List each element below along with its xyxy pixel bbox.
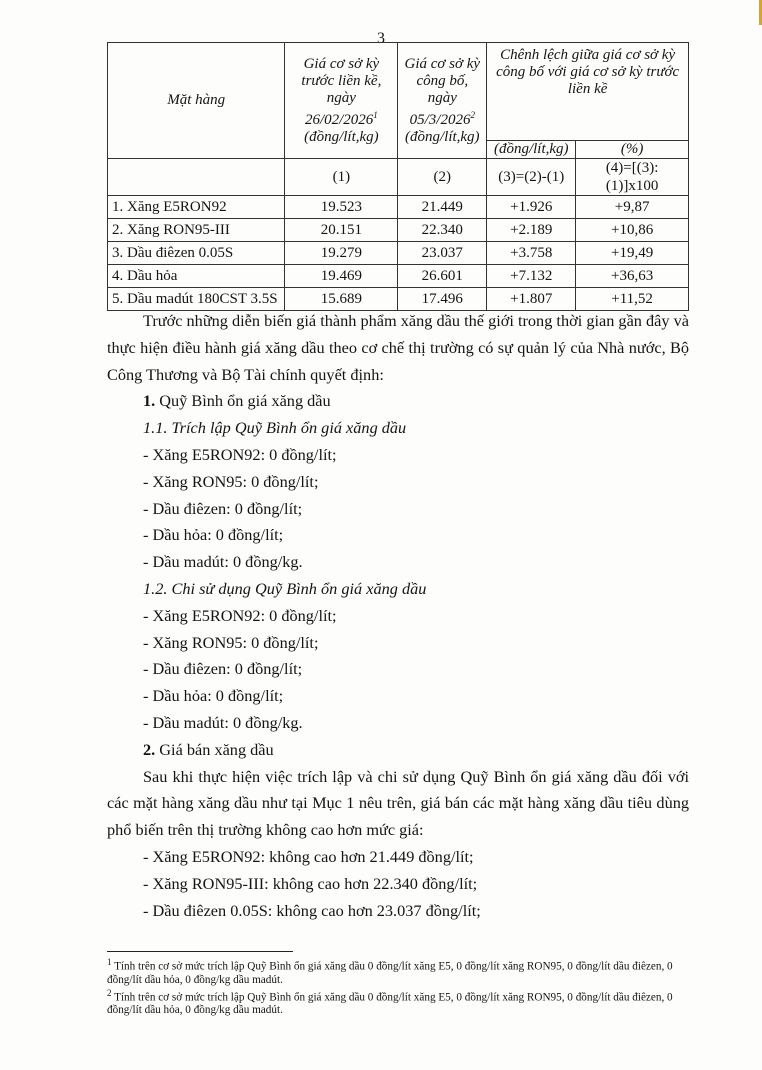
header-diff: Chênh lệch giữa giá cơ sở kỳ công bố với… — [486, 42, 689, 141]
cell-prev: 19.523 — [284, 195, 399, 219]
cell-pct: +19,49 — [575, 241, 689, 265]
cell-pct: +10,86 — [575, 218, 689, 242]
list-item: - Dầu hỏa: 0 đồng/lít; — [143, 525, 284, 545]
section-2-paragraph: Sau khi thực hiện việc trích lập và chi … — [107, 766, 689, 840]
section-1-1-heading: 1.1. Trích lập Quỹ Bình ổn giá xăng dầu — [143, 418, 407, 438]
formula: (3)=(2)-(1) — [486, 158, 577, 196]
list-item: - Dầu hỏa: 0 đồng/lít; — [143, 686, 284, 706]
formula: (4)=[(3):(1)]x100 — [575, 158, 689, 196]
section-1-heading: 1. Quỹ Bình ổn giá xăng dầu — [143, 391, 331, 411]
list-item: - Dầu madút: 0 đồng/kg. — [143, 552, 303, 572]
cell-curr: 17.496 — [397, 287, 488, 311]
cell-item: 4. Dầu hỏa — [106, 264, 286, 288]
formula-empty — [106, 158, 286, 196]
list-item: - Dầu điêzen: 0 đồng/lít; — [143, 659, 303, 679]
header-diff-pct: (%) — [575, 140, 689, 159]
list-item: - Xăng RON95: 0 đồng/lít; — [143, 471, 319, 491]
cell-item: 1. Xăng E5RON92 — [106, 195, 286, 219]
page-number: 3 — [377, 30, 385, 47]
list-item: - Xăng E5RON92: 0 đồng/lít; — [143, 605, 337, 625]
footnote: 1 Tính trên cơ sở mức trích lập Quỹ Bình… — [107, 957, 673, 986]
cell-curr: 22.340 — [397, 218, 488, 242]
cell-item: 5. Dầu madút 180CST 3.5S — [106, 287, 286, 311]
cell-pct: +36,63 — [575, 264, 689, 288]
list-item: - Dầu madút: 0 đồng/kg. — [143, 712, 303, 732]
cell-curr: 26.601 — [397, 264, 488, 288]
cell-diff: +1.807 — [486, 287, 577, 311]
intro-paragraph: Trước những diễn biến giá thành phẩm xăn… — [107, 311, 689, 384]
footnote-divider — [107, 951, 293, 952]
table-row: 4. Dầu hỏa 19.469 26.601 +7.132 +36,63 — [106, 264, 689, 288]
cell-item: 2. Xăng RON95-III — [106, 218, 286, 242]
formula: (2) — [397, 158, 488, 196]
cell-diff: +1.926 — [486, 195, 577, 219]
cell-curr: 23.037 — [397, 241, 488, 265]
document-body: Trước những diễn biến giá thành phẩm xăn… — [107, 308, 689, 924]
table-row: 3. Dầu điêzen 0.05S 19.279 23.037 +3.758 +19… — [106, 241, 689, 265]
table-row: 1. Xăng E5RON92 19.523 21.449 +1.926 +9,87 — [106, 195, 689, 219]
header-prev-price: Giá cơ sở kỳ trước liền kề, ngày 26/02/2… — [284, 42, 399, 159]
list-item: - Dầu điêzen: 0 đồng/lít; — [143, 498, 303, 518]
cell-prev: 19.279 — [284, 241, 399, 265]
cell-diff: +3.758 — [486, 241, 577, 265]
cell-prev: 15.689 — [284, 287, 399, 311]
price-table: Mặt hàng Giá cơ sở kỳ trước liền kề, ngà… — [106, 42, 689, 311]
table-row: 2. Xăng RON95-III 20.151 22.340 +2.189 +10,8… — [106, 218, 689, 242]
list-item: - Xăng E5RON92: không cao hơn 21.449 đồn… — [143, 846, 474, 866]
cell-pct: +9,87 — [575, 195, 689, 219]
header-item: Mặt hàng — [106, 42, 286, 159]
scan-edge-mark — [759, 0, 762, 25]
footnote: 2 Tính trên cơ sở mức trích lập Quỹ Bình… — [107, 987, 673, 1017]
section-2-heading: 2. Giá bán xăng dầu — [143, 739, 274, 759]
cell-prev: 19.469 — [284, 264, 399, 288]
list-item: - Dầu điêzen 0.05S: không cao hơn 23.037… — [143, 900, 481, 920]
cell-diff: +2.189 — [486, 218, 577, 242]
section-1-2-heading: 1.2. Chi sử dụng Quỹ Bình ổn giá xăng dầ… — [143, 578, 427, 598]
table-row: 5. Dầu madút 180CST 3.5S 15.689 17.496 +1.8… — [106, 287, 689, 311]
formula: (1) — [284, 158, 399, 196]
cell-curr: 21.449 — [397, 195, 488, 219]
cell-diff: +7.132 — [486, 264, 577, 288]
list-item: - Xăng RON95: 0 đồng/lít; — [143, 632, 319, 652]
cell-pct: +11,52 — [575, 287, 689, 311]
header-diff-abs: (đồng/lít,kg) — [486, 140, 577, 159]
cell-prev: 20.151 — [284, 218, 399, 242]
header-curr-price: Giá cơ sở kỳ công bố, ngày 05/3/20262 (đồ… — [397, 42, 488, 159]
list-item: - Xăng E5RON92: 0 đồng/lít; — [143, 444, 337, 464]
footnotes: 1 Tính trên cơ sở mức trích lập Quỹ Bình… — [107, 956, 697, 1017]
cell-item: 3. Dầu điêzen 0.05S — [106, 241, 286, 265]
list-item: - Xăng RON95-III: không cao hơn 22.340 đ… — [143, 873, 478, 893]
